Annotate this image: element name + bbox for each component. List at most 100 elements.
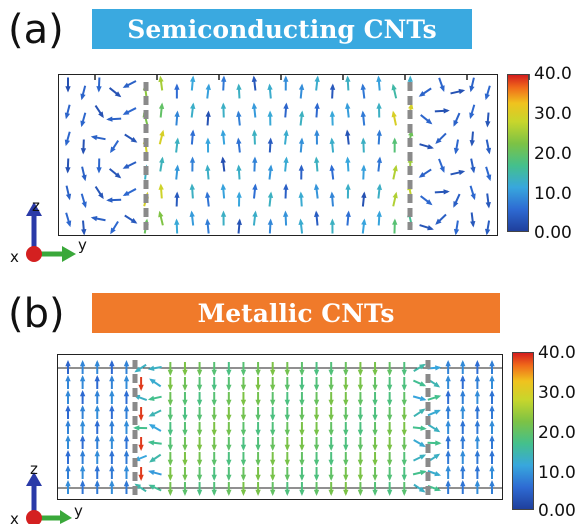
plot-b-arrow [372, 422, 378, 436]
plot-a-arrow [236, 164, 242, 180]
plot-b-arrow [109, 375, 115, 389]
plot-b-arrow [149, 453, 162, 463]
plot-b-arrow [474, 450, 481, 464]
plot-a-arrow [419, 143, 434, 150]
plot-a-arrow [220, 75, 227, 91]
plot-b-arrow [445, 405, 451, 419]
plot-b-arrow [445, 465, 451, 479]
axis-a-z-label: z [32, 197, 40, 215]
plot-a-arrow [251, 129, 258, 145]
plot-b-arrow [343, 362, 349, 376]
plot-b-arrow [460, 360, 466, 374]
plot-a-arrow [205, 191, 211, 207]
plot-a-arrow [314, 129, 320, 145]
plot-b-arrow [167, 437, 174, 451]
plot-a-arrow [314, 156, 320, 172]
plot-b-arrow [167, 377, 174, 391]
plot-a-arrow [65, 185, 72, 201]
plot-a-arrow [251, 102, 258, 118]
plot-a-arrow [361, 218, 367, 234]
plot-a-arrow [110, 220, 119, 235]
plot-a-arrow [96, 77, 102, 93]
plot-a-arrow [314, 75, 320, 91]
plot-a-arrow [438, 77, 445, 93]
plot-a-arrow [220, 183, 227, 199]
plot-b-arrow [94, 375, 100, 389]
plot-b-arrow [167, 482, 174, 496]
plot-b-arrow [255, 422, 261, 436]
plot-a-arrow [124, 214, 138, 224]
plot-b-arrow [270, 422, 276, 436]
plot-b-arrow [182, 407, 188, 421]
axis-b-x-label: x [10, 510, 19, 524]
plot-a-arrow [298, 110, 305, 126]
plot-a-arrow [236, 137, 242, 153]
plot-a-arrow [469, 185, 476, 201]
plot-b-arrow [284, 377, 290, 391]
plot-b-arrow [123, 405, 130, 419]
plot-a-arrow [470, 212, 476, 228]
plot-a-arrow [313, 183, 320, 199]
plot-b-arrow [240, 422, 247, 436]
plot-a-arrow [420, 114, 433, 125]
plot-b-arrow [240, 482, 247, 496]
plot-b-arrow [123, 435, 130, 449]
plot-b-arrow [147, 440, 162, 446]
plot-a-arrow [251, 75, 258, 91]
plot-b-arrow [65, 360, 71, 374]
plot-a-arrow [236, 110, 242, 126]
plot-b-arrow [427, 409, 441, 417]
plot-a-arrow [81, 220, 87, 236]
plot-b-arrow [474, 435, 481, 449]
plot-b-arrow [343, 422, 349, 436]
plot-a-arrow [329, 110, 336, 126]
plot-b-arrow [401, 422, 407, 436]
plot-a-arrow [434, 108, 450, 114]
plot-b-arrow [413, 439, 426, 447]
plot-b-arrow [65, 390, 71, 404]
plot-b-arrow [372, 407, 378, 421]
plot-b-arrow [226, 392, 232, 406]
plot-a-arrow [376, 102, 382, 118]
plot-a-arrow [314, 210, 320, 226]
plot-a-arrow [345, 156, 351, 172]
plot-b-arrow [255, 377, 261, 391]
plot-b-arrow [357, 422, 364, 436]
plot-a-arrow [484, 220, 491, 236]
plot-a-arrow [80, 193, 87, 209]
plot-b-arrow [94, 450, 100, 464]
plot-a-arrow [345, 210, 351, 226]
plot-b-arrow [489, 420, 495, 434]
plot-a-arrow [485, 193, 491, 209]
plot-b-arrow [460, 405, 466, 419]
plot-b-arrow [489, 375, 495, 389]
plot-a-arrow [453, 139, 460, 155]
plot-a-arrow [158, 129, 165, 145]
plot-b-arrow [196, 422, 203, 436]
plot-b-arrow [489, 480, 495, 494]
plot-a-arrow [419, 224, 434, 231]
panel-a-label: (a) [8, 7, 64, 53]
plot-b-arrow [299, 392, 305, 406]
plot-b-arrow [196, 377, 203, 391]
plot-a-arrow [469, 77, 475, 93]
plot-b-arrow [270, 362, 276, 376]
plot-b-arrow [284, 482, 290, 496]
plot-b-arrow [240, 362, 247, 376]
plot-b-arrow [134, 483, 147, 493]
plot-b-arrow [226, 422, 232, 436]
plot-b-arrow [489, 405, 495, 419]
plot-a-arrow [345, 102, 351, 118]
plot-b-arrow [489, 465, 495, 479]
plot-a-arrow [345, 75, 351, 91]
axis-a-x-label: x [10, 248, 19, 266]
plot-b-arrow [460, 465, 466, 479]
plot-a-arrow [122, 161, 137, 169]
plot-b-arrow [343, 467, 349, 481]
plot-b-arrow [94, 435, 100, 449]
plot-a-arrow [450, 169, 466, 176]
plot-a-arrow [252, 156, 258, 172]
plot-b-arrow [109, 390, 115, 404]
plot-b-arrow [386, 392, 393, 406]
